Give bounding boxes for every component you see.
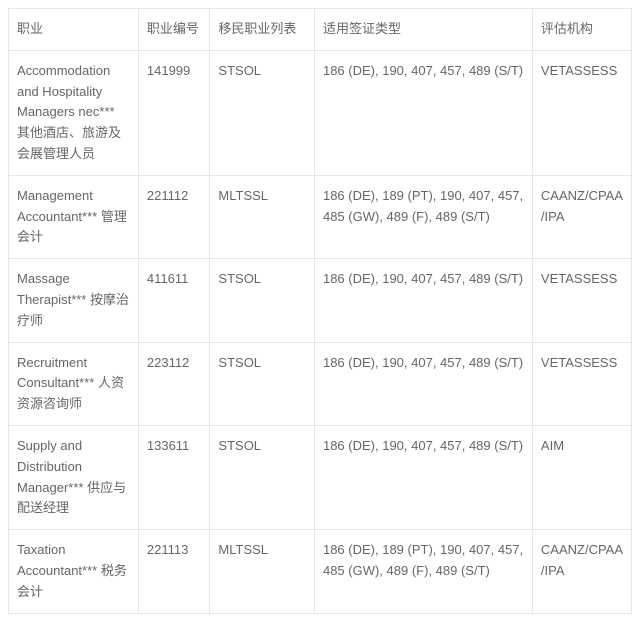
cell-visa: 186 (DE), 189 (PT), 190, 407, 457, 485 (… xyxy=(314,175,532,258)
cell-code: 221113 xyxy=(138,530,210,613)
table-row: Recruitment Consultant*** 人资资源咨询师223112S… xyxy=(9,342,632,425)
cell-list: MLTSSL xyxy=(210,530,315,613)
cell-occupation: Accommodation and Hospitality Managers n… xyxy=(9,50,139,175)
cell-list: MLTSSL xyxy=(210,175,315,258)
cell-code: 223112 xyxy=(138,342,210,425)
cell-authority: AIM xyxy=(532,425,631,529)
cell-authority: CAANZ/CPAA/IPA xyxy=(532,530,631,613)
cell-list: STSOL xyxy=(210,259,315,342)
cell-list: STSOL xyxy=(210,342,315,425)
table-row: Massage Therapist*** 按摩治疗师411611STSOL186… xyxy=(9,259,632,342)
cell-occupation: Management Accountant*** 管理会计 xyxy=(9,175,139,258)
cell-code: 411611 xyxy=(138,259,210,342)
cell-visa: 186 (DE), 189 (PT), 190, 407, 457, 485 (… xyxy=(314,530,532,613)
table-body: Accommodation and Hospitality Managers n… xyxy=(9,50,632,613)
col-list: 移民职业列表 xyxy=(210,9,315,51)
occupations-table: 职业 职业编号 移民职业列表 适用签证类型 评估机构 Accommodation… xyxy=(8,8,632,614)
cell-authority: CAANZ/CPAA/IPA xyxy=(532,175,631,258)
cell-code: 133611 xyxy=(138,425,210,529)
table-header-row: 职业 职业编号 移民职业列表 适用签证类型 评估机构 xyxy=(9,9,632,51)
cell-authority: VETASSESS xyxy=(532,259,631,342)
table-row: Supply and Distribution Manager*** 供应与配送… xyxy=(9,425,632,529)
col-authority: 评估机构 xyxy=(532,9,631,51)
cell-visa: 186 (DE), 190, 407, 457, 489 (S/T) xyxy=(314,50,532,175)
cell-authority: VETASSESS xyxy=(532,342,631,425)
table-row: Management Accountant*** 管理会计221112MLTSS… xyxy=(9,175,632,258)
table-row: Accommodation and Hospitality Managers n… xyxy=(9,50,632,175)
cell-list: STSOL xyxy=(210,425,315,529)
cell-occupation: Massage Therapist*** 按摩治疗师 xyxy=(9,259,139,342)
cell-occupation: Taxation Accountant*** 税务会计 xyxy=(9,530,139,613)
cell-occupation: Recruitment Consultant*** 人资资源咨询师 xyxy=(9,342,139,425)
cell-occupation: Supply and Distribution Manager*** 供应与配送… xyxy=(9,425,139,529)
cell-visa: 186 (DE), 190, 407, 457, 489 (S/T) xyxy=(314,425,532,529)
col-code: 职业编号 xyxy=(138,9,210,51)
col-visa: 适用签证类型 xyxy=(314,9,532,51)
cell-code: 141999 xyxy=(138,50,210,175)
cell-authority: VETASSESS xyxy=(532,50,631,175)
cell-visa: 186 (DE), 190, 407, 457, 489 (S/T) xyxy=(314,259,532,342)
cell-visa: 186 (DE), 190, 407, 457, 489 (S/T) xyxy=(314,342,532,425)
col-occupation: 职业 xyxy=(9,9,139,51)
cell-list: STSOL xyxy=(210,50,315,175)
cell-code: 221112 xyxy=(138,175,210,258)
table-row: Taxation Accountant*** 税务会计221113MLTSSL1… xyxy=(9,530,632,613)
